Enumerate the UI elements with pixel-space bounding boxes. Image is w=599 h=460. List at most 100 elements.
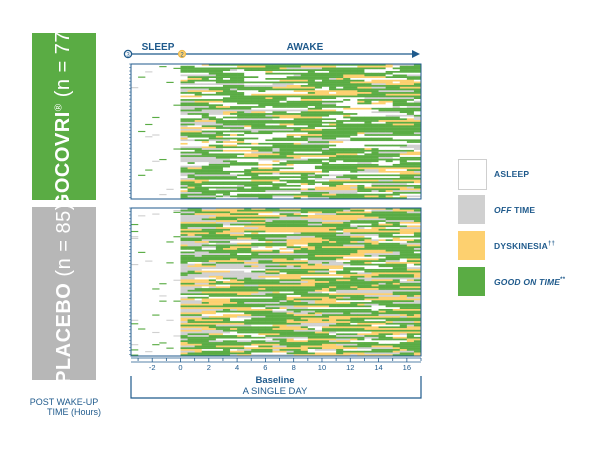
- heatmap-cell: [230, 220, 238, 223]
- heatmap-cell: [237, 114, 245, 117]
- heatmap-cell: [215, 256, 224, 259]
- heatmap-cell: [364, 142, 372, 145]
- heatmap-cell: [279, 214, 287, 217]
- heatmap-cell: [222, 158, 231, 161]
- heatmap-cell: [378, 78, 386, 80]
- heatmap-cell: [406, 85, 415, 87]
- heatmap-cell: [343, 255, 351, 257]
- heatmap-cell: [307, 78, 316, 80]
- heatmap-cell: [336, 76, 344, 79]
- heatmap-cell: [187, 148, 195, 151]
- heatmap-cell: [307, 268, 316, 271]
- heatmap-cell: [364, 93, 372, 96]
- heatmap-cell: [194, 148, 203, 151]
- heatmap-cell: [336, 241, 344, 243]
- heatmap-cell: [265, 111, 273, 114]
- heatmap-cell: [187, 169, 195, 172]
- heatmap-cell: [286, 65, 294, 68]
- heatmap-cell: [187, 111, 195, 114]
- heatmap-cell: [321, 64, 330, 66]
- heatmap-cell: [180, 321, 188, 324]
- heatmap-cell: [194, 69, 203, 72]
- heatmap-cell: [222, 267, 231, 270]
- heatmap-cell: [321, 321, 330, 324]
- heatmap-cell: [329, 227, 337, 230]
- heatmap-cell: [350, 234, 358, 237]
- heatmap-cell: [293, 214, 302, 217]
- heatmap-cell: [371, 324, 379, 327]
- heatmap-cell: [201, 317, 210, 320]
- heatmap-cell: [307, 303, 316, 306]
- heatmap-cell: [336, 67, 344, 70]
- heatmap-cell: [371, 127, 379, 130]
- heatmap-cell: [180, 83, 188, 86]
- heatmap-cell: [343, 106, 351, 108]
- heatmap-cell: [378, 303, 386, 306]
- heatmap-cell: [194, 305, 203, 308]
- heatmap-cell: [230, 120, 238, 123]
- heatmap-cell: [364, 234, 372, 237]
- heatmap-cell: [314, 312, 323, 315]
- heatmap-cell: [279, 97, 287, 100]
- heatmap-cell: [307, 146, 316, 149]
- heatmap-cell: [371, 170, 379, 173]
- heatmap-cell: [201, 221, 210, 224]
- heatmap-cell: [392, 298, 401, 301]
- heatmap-cell: [293, 120, 302, 123]
- heatmap-cell: [279, 183, 287, 186]
- heatmap-cell: [230, 197, 238, 199]
- heatmap-cell: [307, 209, 316, 212]
- heatmap-cell: [321, 248, 330, 250]
- heatmap-cell: [187, 118, 195, 121]
- heatmap-cell: [187, 326, 195, 329]
- heatmap-cell: [307, 135, 316, 138]
- heatmap-cell: [230, 165, 238, 168]
- heatmap-cell: [215, 107, 224, 110]
- heatmap-cell: [378, 109, 386, 112]
- heatmap-cell: [222, 74, 231, 77]
- heatmap-cell: [413, 248, 421, 250]
- heatmap-cell: [329, 241, 337, 243]
- heatmap-cell: [321, 216, 330, 219]
- heatmap-cell: [307, 188, 316, 191]
- heatmap-cell: [215, 322, 224, 325]
- heatmap-cell: [343, 256, 351, 259]
- heatmap-cell: [336, 295, 344, 297]
- heatmap-cell: [286, 223, 294, 226]
- heatmap-cell: [321, 158, 330, 161]
- heatmap-cell: [307, 293, 316, 296]
- heatmap-cell: [201, 165, 210, 168]
- heatmap-cell: [265, 279, 273, 282]
- heatmap-cell: [413, 137, 421, 140]
- heatmap-cell: [364, 235, 372, 238]
- heatmap-cell: [385, 293, 394, 296]
- heatmap-cell: [364, 195, 372, 198]
- heatmap-cell: [385, 139, 394, 142]
- heatmap-cell: [314, 155, 323, 158]
- heatmap-cell: [314, 270, 323, 273]
- heatmap-cell: [385, 179, 394, 182]
- heatmap-cell: [406, 176, 415, 179]
- heatmap-cell: [399, 114, 408, 117]
- heatmap-cell: [272, 223, 280, 226]
- heatmap-cell: [399, 74, 408, 77]
- heatmap-cell: [350, 274, 358, 277]
- heatmap-cell: [208, 227, 217, 230]
- heatmap-cell: [350, 69, 358, 72]
- heatmap-cell: [336, 74, 344, 77]
- heatmap-cell: [279, 263, 287, 266]
- heatmap-cell: [321, 153, 330, 156]
- heatmap-cell: [364, 209, 372, 212]
- heatmap-cell: [385, 93, 394, 96]
- heatmap-cell: [336, 184, 344, 187]
- heatmap-cell: [307, 221, 316, 224]
- heatmap-cell: [392, 123, 401, 126]
- heatmap-cell: [244, 134, 252, 137]
- heatmap-cell: [357, 312, 365, 315]
- heatmap-cell: [371, 251, 379, 254]
- heatmap-cell: [300, 284, 309, 287]
- heatmap-cell: [343, 155, 351, 158]
- heatmap-cell: [364, 239, 372, 242]
- heatmap-cell: [293, 305, 302, 308]
- heatmap-cell: [180, 79, 188, 82]
